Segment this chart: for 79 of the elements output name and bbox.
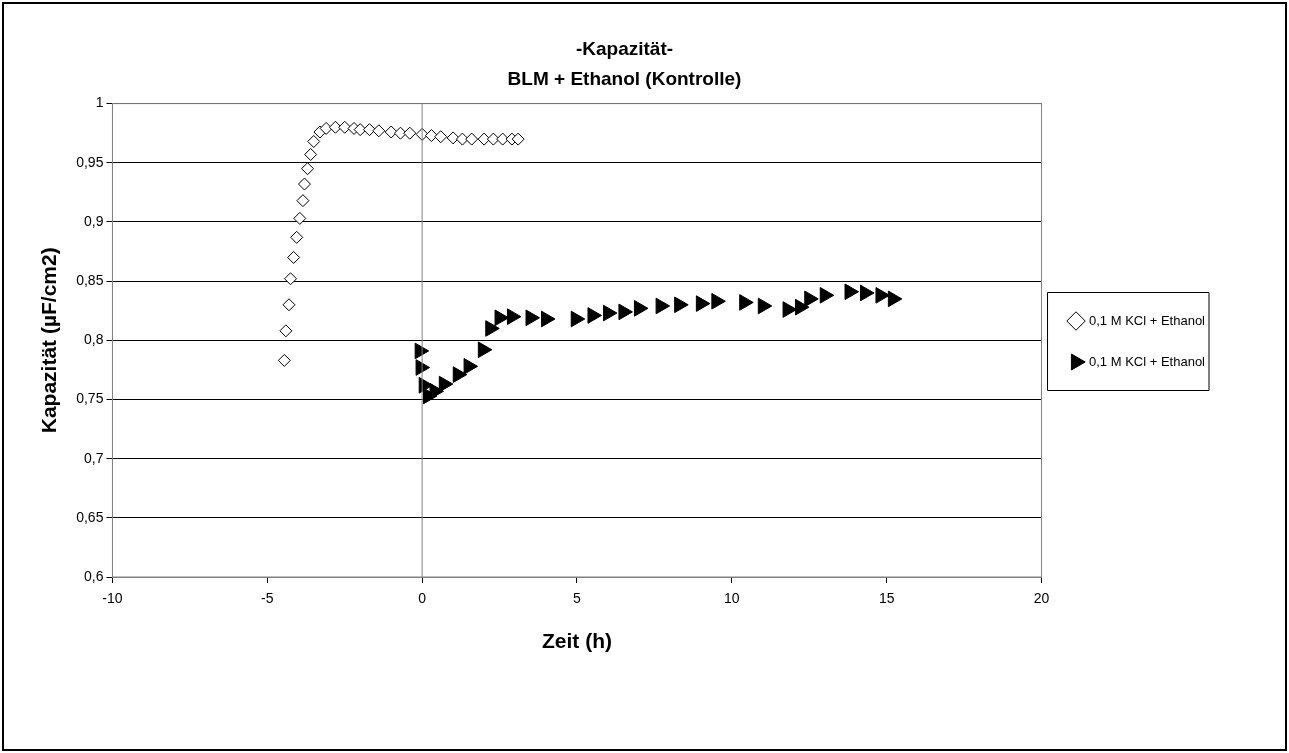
point [485, 320, 500, 337]
point [602, 304, 618, 322]
x-tick-label: 10 [724, 590, 740, 607]
point [452, 366, 468, 383]
point [277, 353, 291, 367]
point [328, 120, 342, 134]
y-tick-label: 0,75 [76, 390, 104, 407]
point [887, 290, 903, 308]
point [477, 341, 493, 359]
point [844, 283, 860, 301]
point [570, 310, 586, 328]
point [372, 124, 386, 138]
point [804, 290, 819, 308]
chart-title: -Kapazität- [575, 37, 674, 59]
x-tick-label: -10 [102, 590, 123, 607]
legend-label: 0,1 M KCl + Ethanol [1089, 312, 1206, 328]
y-tick-label: 0,65 [76, 508, 104, 525]
point [541, 310, 556, 328]
point [415, 359, 431, 376]
point [739, 294, 754, 311]
point [353, 123, 367, 137]
x-tick-label: 20 [1033, 590, 1050, 607]
x-tick-label: 0 [418, 590, 427, 607]
point [362, 123, 376, 137]
y-tick-label: 0,8 [83, 331, 104, 348]
point [494, 309, 510, 327]
chart-subtitle: BLM + Ethanol (Kontrolle) [507, 68, 742, 90]
y-tick-label: 0,6 [83, 567, 104, 584]
point [757, 297, 773, 315]
point [287, 250, 301, 264]
y-tick-label: 0,9 [83, 212, 104, 229]
point [293, 211, 307, 225]
point [587, 307, 602, 324]
point [297, 177, 311, 191]
point [284, 272, 298, 286]
point [633, 300, 649, 317]
x-tick-label: -5 [261, 590, 274, 607]
point [279, 324, 293, 338]
y-tick-label: 1 [95, 94, 104, 111]
point [655, 297, 671, 315]
point [674, 296, 689, 314]
y-tick-label: 0,95 [76, 153, 104, 170]
point [304, 147, 318, 161]
point [496, 132, 510, 146]
point [506, 308, 522, 325]
x-tick-label: 5 [573, 590, 582, 607]
y-axis-title: Kapazität (µF/cm2) [37, 247, 61, 434]
point [465, 132, 479, 146]
point [525, 309, 541, 327]
point [424, 129, 438, 143]
y-tick-label: 0,7 [83, 449, 104, 466]
point [307, 134, 321, 148]
point [695, 295, 711, 312]
y-tick-label: 0,85 [76, 271, 104, 288]
point [511, 132, 525, 146]
point [486, 132, 500, 146]
point [393, 126, 407, 140]
point [477, 132, 491, 146]
point [301, 162, 315, 176]
point [290, 230, 304, 244]
point [711, 292, 726, 310]
point [438, 375, 454, 393]
point [446, 131, 460, 145]
point [384, 125, 398, 139]
point [282, 298, 296, 312]
point [860, 284, 875, 302]
point [403, 126, 417, 140]
x-axis-title: Zeit (h) [541, 629, 612, 653]
point [618, 303, 633, 321]
legend-label: 0,1 M KCl + Ethanol [1089, 353, 1206, 369]
point [434, 130, 448, 144]
point [463, 358, 479, 375]
x-tick-label: 15 [878, 590, 895, 607]
point [875, 287, 890, 304]
point [296, 194, 310, 208]
point [319, 121, 333, 135]
point [819, 287, 835, 304]
point [455, 132, 469, 146]
point [794, 298, 810, 316]
